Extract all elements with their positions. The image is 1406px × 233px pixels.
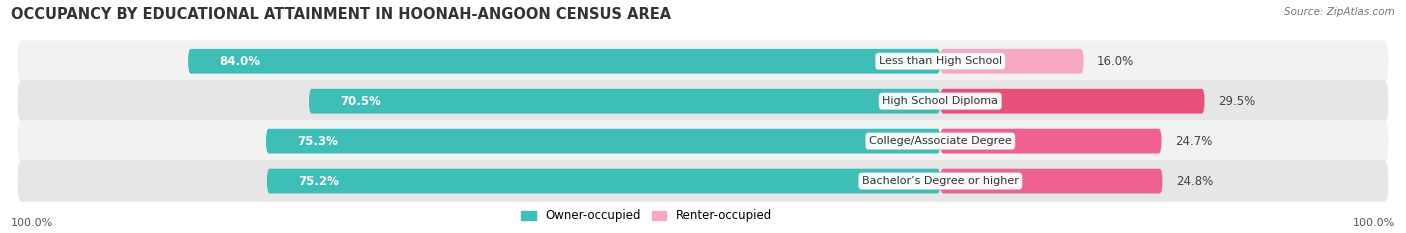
Text: 75.2%: 75.2% (298, 175, 339, 188)
FancyBboxPatch shape (188, 49, 941, 74)
Text: Less than High School: Less than High School (879, 56, 1002, 66)
Text: OCCUPANCY BY EDUCATIONAL ATTAINMENT IN HOONAH-ANGOON CENSUS AREA: OCCUPANCY BY EDUCATIONAL ATTAINMENT IN H… (11, 7, 672, 22)
Text: College/Associate Degree: College/Associate Degree (869, 136, 1012, 146)
FancyBboxPatch shape (17, 120, 1389, 162)
Text: 70.5%: 70.5% (340, 95, 381, 108)
Text: Source: ZipAtlas.com: Source: ZipAtlas.com (1284, 7, 1395, 17)
FancyBboxPatch shape (941, 169, 1163, 193)
FancyBboxPatch shape (267, 169, 941, 193)
Text: 100.0%: 100.0% (11, 218, 53, 228)
Legend: Owner-occupied, Renter-occupied: Owner-occupied, Renter-occupied (516, 205, 778, 227)
FancyBboxPatch shape (17, 80, 1389, 122)
Text: 24.7%: 24.7% (1175, 135, 1212, 148)
Text: High School Diploma: High School Diploma (883, 96, 998, 106)
FancyBboxPatch shape (941, 49, 1084, 74)
FancyBboxPatch shape (266, 129, 941, 154)
FancyBboxPatch shape (941, 89, 1205, 113)
FancyBboxPatch shape (941, 129, 1161, 154)
Text: 24.8%: 24.8% (1175, 175, 1213, 188)
Text: 84.0%: 84.0% (219, 55, 260, 68)
Text: 75.3%: 75.3% (297, 135, 339, 148)
Text: 100.0%: 100.0% (1353, 218, 1395, 228)
Text: Bachelor’s Degree or higher: Bachelor’s Degree or higher (862, 176, 1019, 186)
FancyBboxPatch shape (17, 41, 1389, 82)
Text: 29.5%: 29.5% (1218, 95, 1256, 108)
FancyBboxPatch shape (309, 89, 941, 113)
FancyBboxPatch shape (17, 160, 1389, 202)
Text: 16.0%: 16.0% (1097, 55, 1135, 68)
